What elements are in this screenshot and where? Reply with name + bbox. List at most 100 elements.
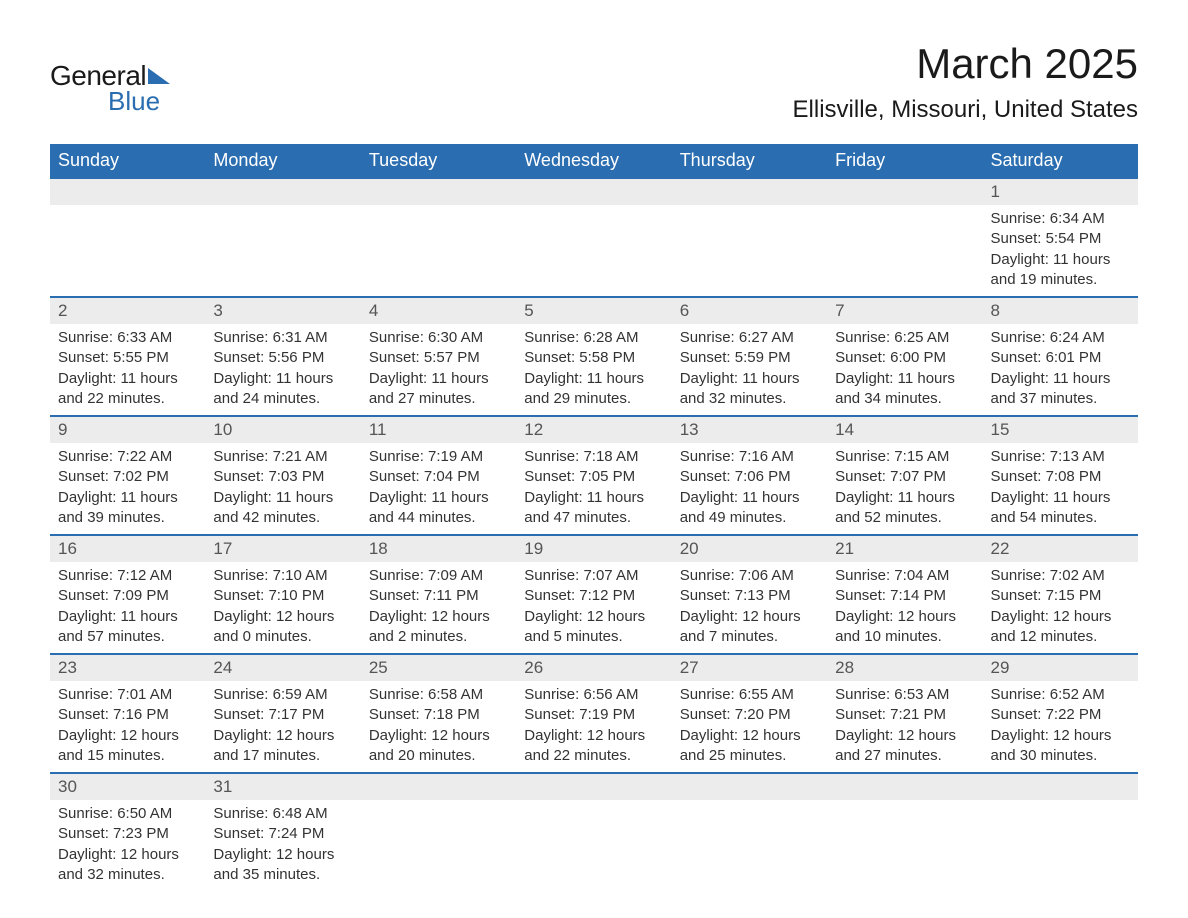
sunrise-text: Sunrise: 6:27 AM [680, 328, 819, 348]
sunset-text: Sunset: 7:05 PM [524, 467, 663, 487]
day-number: 17 [205, 536, 360, 562]
day-cell: 9Sunrise: 7:22 AMSunset: 7:02 PMDaylight… [50, 416, 205, 535]
sunrise-text: Sunrise: 6:56 AM [524, 685, 663, 705]
day-number: 30 [50, 774, 205, 800]
day-cell: 11Sunrise: 7:19 AMSunset: 7:04 PMDayligh… [361, 416, 516, 535]
week-row: 30Sunrise: 6:50 AMSunset: 7:23 PMDayligh… [50, 773, 1138, 891]
daylight-text: Daylight: 11 hours and 24 minutes. [213, 369, 352, 410]
daylight-text: Daylight: 11 hours and 32 minutes. [680, 369, 819, 410]
sunset-text: Sunset: 7:04 PM [369, 467, 508, 487]
day-cell: 1Sunrise: 6:34 AMSunset: 5:54 PMDaylight… [983, 178, 1138, 297]
day-body: Sunrise: 7:19 AMSunset: 7:04 PMDaylight:… [361, 443, 516, 534]
day-number: 10 [205, 417, 360, 443]
empty-day-number [827, 179, 982, 205]
day-cell: 16Sunrise: 7:12 AMSunset: 7:09 PMDayligh… [50, 535, 205, 654]
empty-day-number [983, 774, 1138, 800]
week-row: 23Sunrise: 7:01 AMSunset: 7:16 PMDayligh… [50, 654, 1138, 773]
day-number: 2 [50, 298, 205, 324]
daylight-text: Daylight: 11 hours and 52 minutes. [835, 488, 974, 529]
day-number: 9 [50, 417, 205, 443]
day-header: Friday [827, 144, 982, 178]
day-number: 26 [516, 655, 671, 681]
daylight-text: Daylight: 11 hours and 34 minutes. [835, 369, 974, 410]
day-number: 29 [983, 655, 1138, 681]
sunrise-text: Sunrise: 7:07 AM [524, 566, 663, 586]
day-cell: 22Sunrise: 7:02 AMSunset: 7:15 PMDayligh… [983, 535, 1138, 654]
sunrise-text: Sunrise: 7:06 AM [680, 566, 819, 586]
day-cell: 21Sunrise: 7:04 AMSunset: 7:14 PMDayligh… [827, 535, 982, 654]
day-body: Sunrise: 6:53 AMSunset: 7:21 PMDaylight:… [827, 681, 982, 772]
day-body: Sunrise: 6:34 AMSunset: 5:54 PMDaylight:… [983, 205, 1138, 296]
sunrise-text: Sunrise: 6:55 AM [680, 685, 819, 705]
sunset-text: Sunset: 5:56 PM [213, 348, 352, 368]
sunset-text: Sunset: 7:02 PM [58, 467, 197, 487]
sunrise-text: Sunrise: 7:12 AM [58, 566, 197, 586]
sunrise-text: Sunrise: 6:50 AM [58, 804, 197, 824]
day-body: Sunrise: 6:24 AMSunset: 6:01 PMDaylight:… [983, 324, 1138, 415]
day-number: 14 [827, 417, 982, 443]
day-number: 5 [516, 298, 671, 324]
day-body: Sunrise: 6:28 AMSunset: 5:58 PMDaylight:… [516, 324, 671, 415]
sunset-text: Sunset: 7:15 PM [991, 586, 1130, 606]
title-block: March 2025 Ellisville, Missouri, United … [793, 40, 1138, 124]
daylight-text: Daylight: 11 hours and 37 minutes. [991, 369, 1130, 410]
day-cell: 12Sunrise: 7:18 AMSunset: 7:05 PMDayligh… [516, 416, 671, 535]
daylight-text: Daylight: 11 hours and 49 minutes. [680, 488, 819, 529]
day-number: 3 [205, 298, 360, 324]
sunrise-text: Sunrise: 6:53 AM [835, 685, 974, 705]
daylight-text: Daylight: 11 hours and 22 minutes. [58, 369, 197, 410]
daylight-text: Daylight: 12 hours and 20 minutes. [369, 726, 508, 767]
sunset-text: Sunset: 7:14 PM [835, 586, 974, 606]
daylight-text: Daylight: 11 hours and 44 minutes. [369, 488, 508, 529]
day-body: Sunrise: 6:55 AMSunset: 7:20 PMDaylight:… [672, 681, 827, 772]
sunrise-text: Sunrise: 6:59 AM [213, 685, 352, 705]
day-cell: 29Sunrise: 6:52 AMSunset: 7:22 PMDayligh… [983, 654, 1138, 773]
day-number: 24 [205, 655, 360, 681]
sunset-text: Sunset: 5:55 PM [58, 348, 197, 368]
day-cell [516, 773, 671, 891]
day-number: 23 [50, 655, 205, 681]
day-body: Sunrise: 7:16 AMSunset: 7:06 PMDaylight:… [672, 443, 827, 534]
empty-day-number [361, 774, 516, 800]
daylight-text: Daylight: 12 hours and 7 minutes. [680, 607, 819, 648]
day-cell: 20Sunrise: 7:06 AMSunset: 7:13 PMDayligh… [672, 535, 827, 654]
sunrise-text: Sunrise: 7:10 AM [213, 566, 352, 586]
sunset-text: Sunset: 7:10 PM [213, 586, 352, 606]
sunset-text: Sunset: 7:20 PM [680, 705, 819, 725]
daylight-text: Daylight: 12 hours and 17 minutes. [213, 726, 352, 767]
sunset-text: Sunset: 5:59 PM [680, 348, 819, 368]
day-cell: 15Sunrise: 7:13 AMSunset: 7:08 PMDayligh… [983, 416, 1138, 535]
sunset-text: Sunset: 7:09 PM [58, 586, 197, 606]
daylight-text: Daylight: 11 hours and 42 minutes. [213, 488, 352, 529]
day-header: Sunday [50, 144, 205, 178]
day-cell: 24Sunrise: 6:59 AMSunset: 7:17 PMDayligh… [205, 654, 360, 773]
sunset-text: Sunset: 7:07 PM [835, 467, 974, 487]
week-row: 9Sunrise: 7:22 AMSunset: 7:02 PMDaylight… [50, 416, 1138, 535]
day-cell: 25Sunrise: 6:58 AMSunset: 7:18 PMDayligh… [361, 654, 516, 773]
day-cell [672, 773, 827, 891]
sunset-text: Sunset: 7:13 PM [680, 586, 819, 606]
empty-day-number [672, 179, 827, 205]
day-cell: 28Sunrise: 6:53 AMSunset: 7:21 PMDayligh… [827, 654, 982, 773]
daylight-text: Daylight: 12 hours and 0 minutes. [213, 607, 352, 648]
day-cell: 17 Sunrise: 7:10 AMSunset: 7:10 PMDayligh… [205, 535, 360, 654]
day-cell [672, 178, 827, 297]
day-cell: 30Sunrise: 6:50 AMSunset: 7:23 PMDayligh… [50, 773, 205, 891]
sunset-text: Sunset: 5:54 PM [991, 229, 1130, 249]
day-body: Sunrise: 7:01 AMSunset: 7:16 PMDaylight:… [50, 681, 205, 772]
sunrise-text: Sunrise: 6:48 AM [213, 804, 352, 824]
empty-day-number [827, 774, 982, 800]
day-number: 19 [516, 536, 671, 562]
sunset-text: Sunset: 7:11 PM [369, 586, 508, 606]
logo: General Blue [50, 40, 170, 117]
sunset-text: Sunset: 7:18 PM [369, 705, 508, 725]
logo-triangle-icon [148, 68, 170, 84]
daylight-text: Daylight: 12 hours and 5 minutes. [524, 607, 663, 648]
day-number: 25 [361, 655, 516, 681]
daylight-text: Daylight: 11 hours and 29 minutes. [524, 369, 663, 410]
daylight-text: Daylight: 12 hours and 15 minutes. [58, 726, 197, 767]
sunset-text: Sunset: 7:12 PM [524, 586, 663, 606]
day-number: 21 [827, 536, 982, 562]
sunset-text: Sunset: 6:00 PM [835, 348, 974, 368]
day-cell: 23Sunrise: 7:01 AMSunset: 7:16 PMDayligh… [50, 654, 205, 773]
